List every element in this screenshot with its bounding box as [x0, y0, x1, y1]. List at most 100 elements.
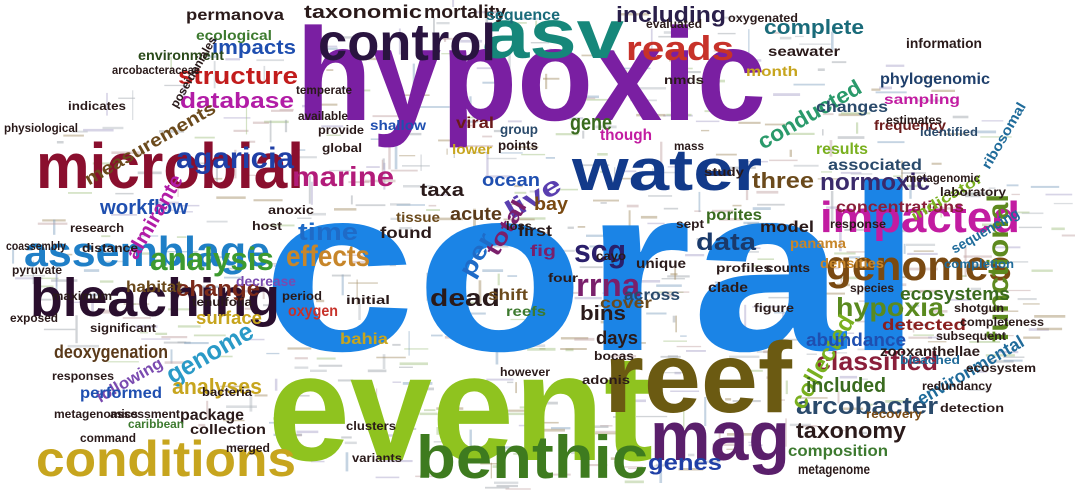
cloud-word: physiological	[4, 121, 78, 135]
background-word-mark	[732, 400, 761, 403]
cloud-word: oxygen	[288, 303, 338, 320]
background-word-mark	[490, 462, 493, 479]
background-word-mark	[139, 332, 149, 334]
cloud-word: metagenomic	[906, 171, 980, 185]
background-word-mark	[1018, 226, 1042, 229]
background-word-mark	[442, 37, 462, 40]
background-word-mark	[648, 195, 673, 197]
background-word-mark	[737, 282, 744, 285]
cloud-word: decrease	[236, 273, 296, 289]
background-word-mark	[279, 433, 302, 437]
background-word-mark	[182, 85, 186, 99]
cloud-word: complete	[764, 17, 864, 39]
cloud-word: associated	[828, 157, 922, 174]
background-word-mark	[249, 174, 261, 176]
background-word-mark	[159, 130, 185, 133]
background-word-mark	[485, 175, 513, 178]
cloud-word: database	[180, 88, 294, 113]
background-word-mark	[518, 424, 531, 427]
background-word-mark	[931, 162, 942, 165]
background-word-mark	[620, 13, 650, 16]
background-word-mark	[826, 206, 839, 209]
background-word-mark	[514, 191, 527, 194]
background-word-mark	[436, 272, 439, 293]
background-word-mark	[403, 94, 430, 96]
cloud-word: month	[746, 63, 798, 79]
background-word-mark	[885, 207, 902, 211]
background-word-mark	[829, 140, 833, 157]
background-word-mark	[383, 162, 386, 190]
background-word-mark	[965, 194, 981, 198]
background-word-mark	[67, 344, 99, 348]
background-word-mark	[704, 110, 720, 113]
background-word-mark	[356, 279, 358, 305]
background-word-mark	[666, 113, 692, 116]
background-word-mark	[220, 385, 248, 388]
background-word-mark	[940, 202, 942, 218]
background-word-mark	[440, 303, 470, 307]
background-word-mark	[246, 338, 265, 341]
background-word-mark	[875, 91, 907, 94]
background-word-mark	[623, 399, 646, 403]
background-word-mark	[831, 31, 834, 50]
background-word-mark	[412, 63, 415, 96]
cloud-word: structure	[178, 63, 298, 90]
background-word-mark	[493, 37, 521, 41]
cloud-word: study	[704, 165, 744, 179]
cloud-word: detection	[940, 401, 1004, 415]
background-word-mark	[494, 481, 519, 484]
background-word-mark	[603, 230, 616, 232]
background-word-mark	[696, 79, 725, 83]
background-word-mark	[619, 67, 651, 70]
background-word-mark	[286, 304, 307, 307]
background-word-mark	[223, 419, 245, 422]
background-word-mark	[271, 109, 294, 112]
cloud-word: bay	[534, 194, 568, 214]
background-word-mark	[536, 281, 540, 310]
background-word-mark	[840, 274, 843, 284]
background-word-mark	[624, 480, 644, 484]
background-word-mark	[496, 484, 518, 488]
background-word-mark	[234, 149, 237, 179]
background-word-mark	[1014, 211, 1030, 214]
background-word-mark	[595, 432, 624, 435]
background-word-mark	[132, 90, 134, 120]
background-word-mark	[773, 93, 801, 96]
background-word-mark	[513, 453, 532, 455]
cloud-word: coassembly	[6, 239, 66, 253]
background-word-mark	[1045, 193, 1073, 196]
background-word-mark	[906, 184, 923, 188]
background-word-mark	[806, 353, 817, 355]
cloud-word: shotgun	[954, 301, 1004, 315]
background-word-mark	[161, 336, 188, 339]
background-word-mark	[1051, 227, 1065, 231]
background-word-mark	[789, 149, 792, 157]
background-word-mark	[633, 268, 643, 271]
background-word-mark	[982, 223, 1001, 227]
background-word-mark	[486, 378, 514, 381]
background-word-mark	[791, 233, 799, 235]
cloud-word: subsequent	[936, 329, 1006, 343]
background-word-mark	[831, 332, 855, 334]
background-word-mark	[273, 433, 303, 436]
background-word-mark	[956, 275, 967, 277]
cloud-word: provide	[318, 123, 364, 137]
cloud-word: unique	[636, 255, 686, 271]
cloud-word: distance	[82, 241, 138, 255]
background-word-mark	[83, 269, 100, 272]
background-word-mark	[408, 331, 410, 356]
background-word-mark	[123, 303, 150, 305]
background-word-mark	[1023, 336, 1041, 339]
background-word-mark	[348, 181, 370, 184]
background-word-mark	[126, 303, 136, 305]
background-word-mark	[616, 306, 628, 308]
background-word-mark	[906, 243, 936, 246]
cloud-word: information	[906, 35, 982, 51]
background-word-mark	[909, 185, 912, 199]
background-word-mark	[507, 381, 514, 384]
background-word-mark	[717, 32, 736, 35]
background-word-mark	[280, 394, 310, 397]
background-word-mark	[514, 184, 523, 188]
background-word-mark	[611, 344, 639, 346]
background-word-mark	[683, 399, 685, 430]
